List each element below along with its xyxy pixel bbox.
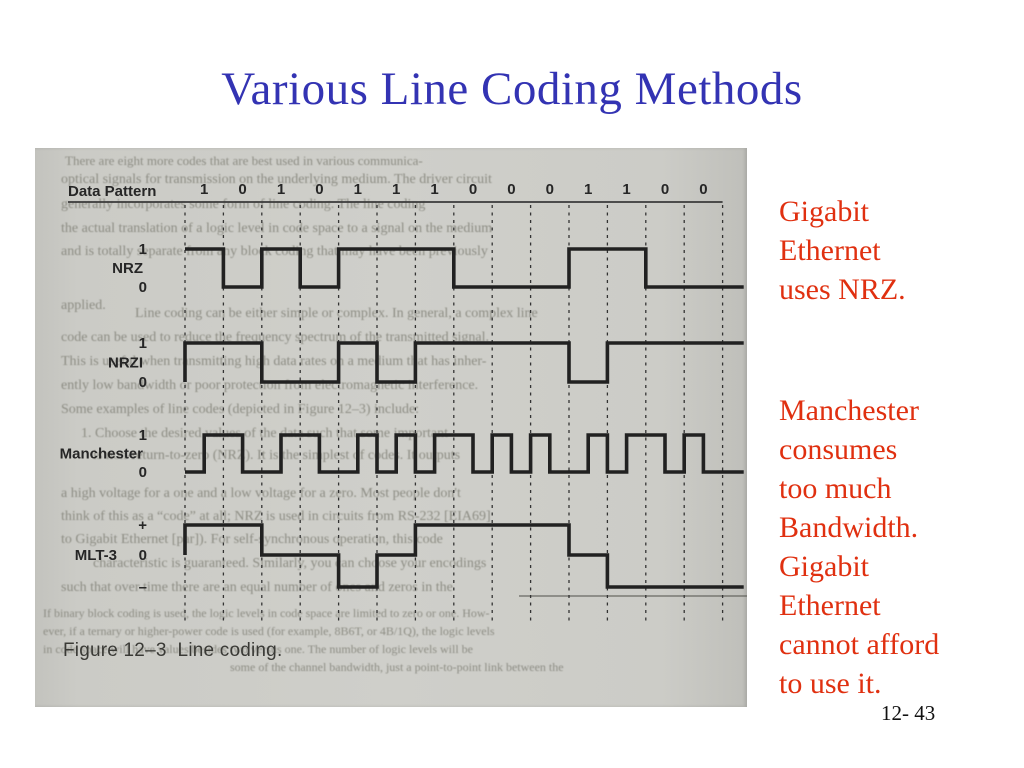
bleed-text: Some examples of line codes (depicted in… (61, 402, 420, 417)
waveform-svg: Data Pattern 1 0 1 0 1 1 1 0 0 0 1 1 0 010NRZ10NRZI10M… (60, 181, 744, 625)
waveform-mlt3 (183, 523, 744, 589)
waveform-manchester (185, 433, 744, 474)
waveform-nrz (185, 247, 744, 289)
signal-name-manchester: Manchester (60, 446, 144, 463)
page-number: 12- 43 (881, 701, 936, 725)
figure-caption: Figure 12–3 Line coding. (63, 640, 283, 661)
bleed-text: This is useful when transmitting high da… (61, 354, 487, 369)
level-label-bottom: – (139, 579, 147, 596)
signal-name-mlt3: MLT-3 (75, 547, 117, 564)
bit-label: 1 (277, 181, 285, 198)
bleed-text: some of the channel bandwidth, just a po… (230, 660, 564, 674)
bleed-text: ever, if a ternary or higher-power code … (43, 624, 495, 638)
bit-label: 0 (699, 181, 707, 198)
bleed-text: such that over time there are an equal n… (61, 580, 453, 595)
bleed-text: to Gigabit Ethernet [par]). For self-syn… (61, 532, 443, 547)
bleed-text: is non-return-to-zero (NRZ). It is the s… (93, 448, 461, 463)
bleed-text: ently low bandwidth or poor protection f… (61, 378, 479, 393)
note-line: to use it. (779, 667, 882, 700)
bit-label: 1 (584, 181, 592, 198)
note-line: Ethernet (779, 234, 881, 267)
bleed-text: in code space will have values besides t… (43, 642, 473, 656)
bleed-text: There are eight more codes that are best… (65, 153, 423, 168)
waveform-nrzi (183, 341, 744, 384)
bit-label: 0 (315, 181, 323, 198)
bleed-underline (519, 595, 747, 597)
bit-label: 1 (622, 181, 630, 198)
bit-label: 0 (661, 181, 669, 198)
note-line: Ethernet (779, 589, 881, 622)
level-label-top: + (138, 517, 147, 534)
level-label-bottom: 0 (139, 464, 147, 481)
slide-title: Various Line Coding Methods (221, 63, 803, 115)
bleed-text: If binary block coding is used, the logi… (43, 606, 490, 620)
bit-label: 1 (200, 181, 208, 198)
bleed-text: a high voltage for a one and a low volta… (61, 486, 461, 501)
note-line: uses NRZ. (779, 273, 906, 306)
level-label-top: 1 (139, 241, 147, 258)
bleed-text: optical signals for transmission on the … (61, 172, 492, 187)
note-line: Bandwidth. (779, 511, 919, 544)
bit-label: 0 (507, 181, 515, 198)
level-label-top: 1 (139, 427, 147, 444)
bit-label: 1 (430, 181, 438, 198)
level-label-mid: 0 (139, 547, 147, 564)
bleed-text: code can be used to reduce the frequency… (61, 330, 490, 345)
bleed-text: applied. (61, 298, 106, 313)
note-line: Gigabit (779, 550, 869, 583)
bleed-text: generally incorporates some form of line… (61, 197, 426, 212)
level-label-bottom: 0 (139, 279, 147, 296)
bleed-text: Line coding can be either simple or comp… (135, 306, 538, 321)
bit-label: 0 (469, 181, 477, 198)
bit-label: 1 (354, 181, 362, 198)
bleed-text: characteristic is guaranteed. Similarly,… (93, 556, 487, 571)
bleed-text: think of this as a “code” at all; NRZ is… (61, 509, 491, 524)
note-line: consumes (779, 433, 898, 466)
level-label-bottom: 0 (139, 374, 147, 391)
note-gigabit-uses-nrz: Gigabit Ethernet uses NRZ. (779, 192, 906, 309)
note-manchester-bandwidth: Manchester consumes too much Bandwidth. Giga… (779, 391, 939, 703)
note-line: Gigabit (779, 195, 869, 228)
signal-name-nrzi: NRZI (108, 355, 143, 372)
note-line: cannot afford (779, 628, 940, 661)
signal-name-nrz: NRZ (112, 260, 143, 277)
bit-label: 0 (238, 181, 246, 198)
scanned-figure-panel: There are eight more codes that are best… (35, 148, 747, 707)
bit-label: 1 (392, 181, 400, 198)
note-line: Manchester (779, 394, 919, 427)
data-pattern-label: Data Pattern (68, 183, 156, 200)
bleed-text: the actual translation of a logic level … (61, 221, 493, 236)
level-label-top: 1 (139, 335, 147, 352)
note-line: too much (779, 472, 892, 505)
bit-label: 0 (546, 181, 554, 198)
